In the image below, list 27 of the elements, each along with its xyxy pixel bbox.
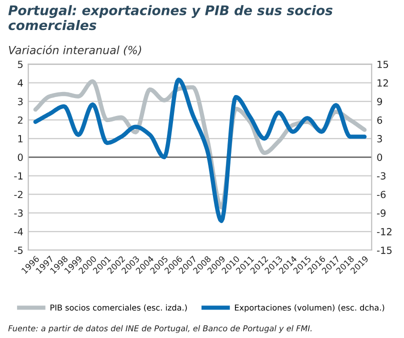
chart-subtitle: Variación interanual (%) xyxy=(8,45,142,56)
y-tick-label: -4 xyxy=(14,228,23,236)
y-tick-label: -5 xyxy=(14,246,23,254)
y-tick-label: 4 xyxy=(18,79,23,87)
y-tick-label: 5 xyxy=(18,60,23,68)
y2-tick-label: -9 xyxy=(377,209,386,217)
chart-title: Portugal: exportaciones y PIB de sus socios comerciales xyxy=(8,5,332,30)
legend-label: Exportaciones (volumen) (esc. dcha.) xyxy=(234,304,384,312)
y2-tick-label: -6 xyxy=(377,190,386,198)
y2-tick-label: 9 xyxy=(377,98,382,106)
y-tick-label: 0 xyxy=(18,154,23,161)
y2-tick-label: -15 xyxy=(377,246,392,254)
y-tick-label: 2 xyxy=(18,116,22,124)
y-tick-label: -1 xyxy=(14,172,23,180)
y-tick-label: -3 xyxy=(14,209,23,217)
y-tick-label: -2 xyxy=(14,190,22,198)
y2-tick-label: -12 xyxy=(377,228,392,236)
y2-tick-label: -3 xyxy=(377,172,386,180)
source-note: Fuente: a partir de datos del INE de Portugal, el Banco de Portugal y el FMI. xyxy=(8,325,312,333)
legend-label: PIB socios comerciales (esc. izda.) xyxy=(50,304,187,312)
y2-tick-label: 15 xyxy=(378,60,388,68)
y-tick-label: 3 xyxy=(18,98,23,106)
y2-tick-label: 6 xyxy=(377,116,382,124)
y-tick-label: 1 xyxy=(18,135,23,142)
y2-tick-label: 12 xyxy=(378,79,388,87)
y2-tick-label: 0 xyxy=(377,154,382,161)
y2-tick-label: 3 xyxy=(377,135,382,142)
